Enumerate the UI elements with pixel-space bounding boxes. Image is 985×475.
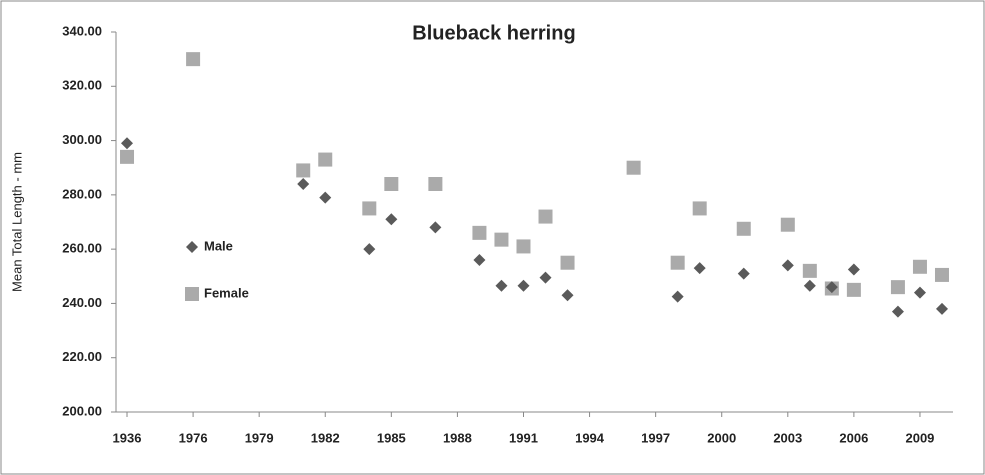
y-tick-label: 220.00 <box>62 349 102 364</box>
legend-marker <box>185 287 199 301</box>
point <box>780 217 795 232</box>
x-tick-label: 2000 <box>707 430 736 445</box>
x-tick-label: 1979 <box>245 430 274 445</box>
x-tick-label: 1991 <box>509 430 538 445</box>
point <box>318 152 333 167</box>
point <box>890 280 905 295</box>
point <box>384 177 399 191</box>
point <box>472 225 487 240</box>
y-tick-label: 320.00 <box>62 78 102 93</box>
point <box>560 255 575 270</box>
point <box>296 163 311 178</box>
point <box>737 267 750 280</box>
point <box>120 149 135 164</box>
point <box>825 281 838 294</box>
y-tick-label: 340.00 <box>62 23 102 38</box>
point <box>561 289 574 302</box>
point <box>494 232 509 247</box>
legend-label: Male <box>204 238 233 253</box>
point <box>847 263 860 276</box>
point <box>781 259 794 272</box>
point <box>626 160 641 175</box>
point <box>121 137 134 150</box>
point <box>670 255 685 270</box>
point <box>692 201 707 216</box>
point <box>473 254 486 266</box>
x-tick-label: 1976 <box>179 430 208 445</box>
point <box>803 279 816 292</box>
point <box>693 262 706 275</box>
point <box>736 221 751 236</box>
point <box>802 263 817 278</box>
point <box>912 259 927 274</box>
x-tick-label: 2006 <box>839 430 868 445</box>
point <box>846 282 861 297</box>
x-tick-label: 1982 <box>311 430 340 445</box>
y-tick-label: 300.00 <box>62 132 102 147</box>
point <box>428 177 443 191</box>
y-tick-label: 200.00 <box>62 403 102 418</box>
y-axis-title: Mean Total Length - mm <box>9 152 24 292</box>
x-tick-label: 2003 <box>773 430 802 445</box>
point <box>495 279 508 292</box>
point <box>935 302 948 315</box>
y-tick-label: 240.00 <box>62 295 102 310</box>
point <box>186 52 201 67</box>
point <box>516 239 531 254</box>
y-tick-label: 280.00 <box>62 186 102 201</box>
point <box>297 178 310 190</box>
point <box>319 191 332 204</box>
point <box>539 271 552 284</box>
point <box>385 213 398 226</box>
point <box>362 201 377 216</box>
point <box>671 290 684 303</box>
point <box>913 286 926 299</box>
y-tick-label: 260.00 <box>62 241 102 256</box>
legend-label: Female <box>204 285 249 300</box>
x-tick-label: 1994 <box>575 430 605 445</box>
point <box>538 209 553 224</box>
chart-title: Blueback herring <box>412 22 575 44</box>
x-tick-label: 1936 <box>113 430 142 445</box>
point <box>517 279 530 292</box>
point <box>934 267 949 282</box>
point <box>363 243 376 256</box>
x-tick-label: 1988 <box>443 430 472 445</box>
legend-marker <box>186 241 198 253</box>
x-tick-label: 2009 <box>905 430 934 445</box>
x-tick-label: 1997 <box>641 430 670 445</box>
x-tick-label: 1985 <box>377 430 406 445</box>
point <box>429 221 442 234</box>
point <box>891 305 904 318</box>
